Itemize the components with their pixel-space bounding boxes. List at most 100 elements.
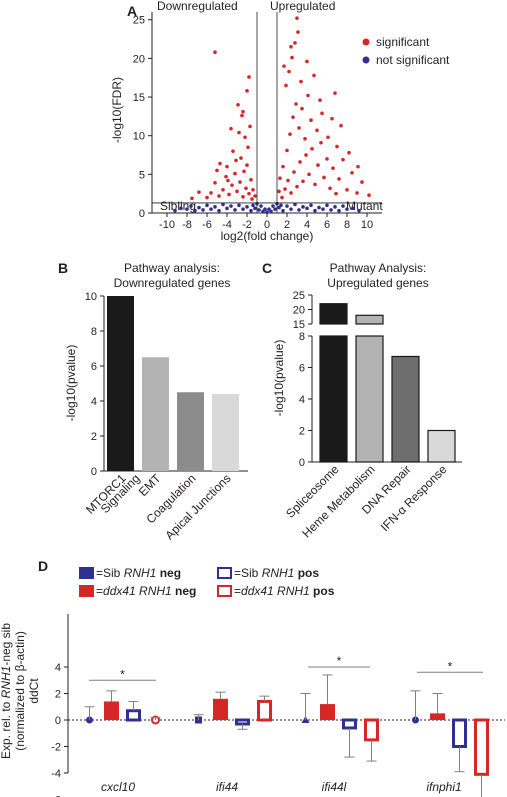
volcano-point-significant xyxy=(197,190,201,194)
volcano-point-not-significant xyxy=(297,208,301,212)
volcano-point-significant xyxy=(326,135,330,140)
volcano-point-significant xyxy=(236,102,240,107)
panel-b-bar xyxy=(142,357,169,471)
volcano-point-significant xyxy=(310,147,314,151)
volcano-point-not-significant xyxy=(241,207,245,211)
panel-b-y-tick-label: 10 xyxy=(85,291,97,303)
volcano-point-significant xyxy=(330,116,334,121)
volcano-point-not-significant xyxy=(313,208,317,213)
volcano-point-significant xyxy=(292,170,296,174)
volcano-point-significant xyxy=(295,16,299,20)
volcano-x-tick-label: -2 xyxy=(242,219,252,231)
volcano-point-significant xyxy=(320,111,324,116)
volcano-point-significant xyxy=(303,136,307,141)
volcano-point-significant xyxy=(237,130,241,135)
volcano-y-label: -log10(FDR) xyxy=(110,77,124,143)
volcano-x-tick-label: 6 xyxy=(324,219,330,231)
volcano-point-significant xyxy=(313,182,317,187)
volcano-point-significant xyxy=(301,179,305,184)
volcano-x-tick-label: 4 xyxy=(304,219,310,231)
volcano-point-significant xyxy=(250,197,254,201)
volcano-point-significant xyxy=(297,126,301,130)
volcano-point-significant xyxy=(233,171,237,176)
panel-d-bar xyxy=(430,713,445,720)
volcano-point-significant xyxy=(280,195,284,200)
panel-d-y-tick-label: 4 xyxy=(55,662,61,674)
volcano-point-not-significant xyxy=(205,203,209,208)
volcano-point-significant xyxy=(245,163,249,167)
volcano-point-not-significant xyxy=(337,208,341,213)
panel-c-y-tick-label: 25 xyxy=(293,290,305,302)
panel-c-title-line1: Pathway Analysis: xyxy=(330,261,427,275)
volcano-point-significant xyxy=(246,145,250,150)
volcano-point-not-significant xyxy=(221,202,225,207)
volcano-point-significant xyxy=(306,93,310,98)
volcano-legend: significant not significant xyxy=(362,35,450,67)
volcano-point-significant xyxy=(245,89,249,93)
volcano-point-not-significant xyxy=(179,206,183,211)
volcano-point-significant xyxy=(241,194,245,199)
volcano-point-not-significant xyxy=(237,203,241,208)
volcano-point-significant xyxy=(241,109,245,114)
volcano-point-significant xyxy=(360,180,364,184)
volcano-point-significant xyxy=(249,177,253,182)
panel-d-significance-star: * xyxy=(120,667,125,681)
panel-d-bar xyxy=(364,718,379,742)
volcano-y-tick-label: 20 xyxy=(133,53,145,65)
volcano-point-significant xyxy=(221,188,225,192)
panel-c-category-label: IFN-α Response xyxy=(378,462,450,534)
panel-c-bar-upper xyxy=(355,314,384,325)
volcano-point-not-significant xyxy=(281,208,285,213)
panel-d-significance-star: * xyxy=(448,659,453,673)
panel-d-legend-swatch xyxy=(217,567,232,579)
volcano-point-significant xyxy=(325,157,329,161)
volcano-x-tick-label: 10 xyxy=(361,219,373,231)
volcano-point-not-significant xyxy=(173,208,177,213)
panel-b-y-label: -log10(pvalue) xyxy=(64,345,78,422)
volcano-point-significant xyxy=(341,157,345,162)
volcano-point-not-significant xyxy=(341,204,345,208)
volcano-point-significant xyxy=(295,184,299,189)
panel-d-bar xyxy=(320,704,335,720)
panel-c-bar xyxy=(355,335,384,463)
panel-c-bar-upper xyxy=(319,303,348,325)
panel-c-bar xyxy=(427,429,456,463)
volcano-point-not-significant xyxy=(317,205,321,210)
volcano-point-significant xyxy=(205,195,209,200)
volcano-point-not-significant xyxy=(325,203,329,208)
volcano-x-label: log2(fold change) xyxy=(221,229,314,243)
volcano-point-not-significant xyxy=(321,207,325,211)
panel-d-category-label: ifnphi1 xyxy=(426,780,461,794)
panel-d-bar xyxy=(474,718,489,776)
volcano-point-significant xyxy=(209,191,213,195)
volcano-point-significant xyxy=(319,140,323,145)
panel-c-y-tick-label: 6 xyxy=(299,363,305,375)
volcano-point-significant xyxy=(248,124,252,129)
volcano-x-tick-label: 0 xyxy=(264,219,270,231)
volcano-point-significant xyxy=(283,187,287,191)
volcano-point-significant xyxy=(367,193,371,198)
legend-significant-marker xyxy=(362,38,370,46)
legend-not-significant-label: not significant xyxy=(376,53,450,67)
volcano-point-not-significant xyxy=(345,207,349,211)
volcano-point-not-significant xyxy=(267,207,271,211)
volcano-x-tick-label: -4 xyxy=(222,219,232,231)
volcano-point-not-significant xyxy=(185,207,189,211)
volcano-y-tick-label: 15 xyxy=(133,92,145,104)
volcano-point-significant xyxy=(312,73,316,78)
volcano-point-not-significant xyxy=(263,207,267,211)
panel-letter-b: B xyxy=(58,260,68,276)
legend-significant-label: significant xyxy=(376,35,430,49)
panel-d-bar xyxy=(342,718,357,730)
volcano-point-significant xyxy=(328,186,332,191)
volcano-point-significant xyxy=(316,163,320,167)
volcano-point-not-significant xyxy=(209,207,213,211)
panel-c-y-tick-label: 0 xyxy=(299,457,305,469)
volcano-point-significant xyxy=(290,55,294,60)
panel-d-y-tick-label: -2 xyxy=(51,742,61,754)
volcano-point-significant xyxy=(298,160,302,164)
volcano-point-significant xyxy=(217,194,221,198)
panel-b-y-tick-label: 4 xyxy=(91,396,97,408)
panel-b-y-tick-label: 8 xyxy=(91,326,97,338)
